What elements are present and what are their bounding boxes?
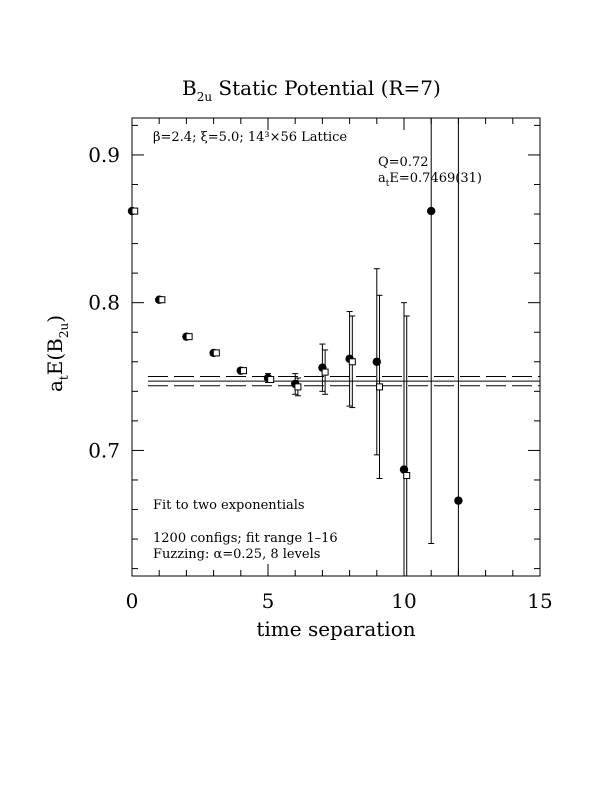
x-tick-label: 0 [126, 589, 139, 613]
data-point-square [131, 207, 139, 215]
y-axis-label: atE(B2u) [43, 315, 71, 392]
x-tick-label: 10 [391, 589, 416, 613]
tick-labels: 0 5 10 15 0.7 0.8 0.9 [88, 143, 553, 613]
y-tick-label: 0.9 [88, 143, 120, 167]
data-point-circle [427, 206, 436, 216]
data-point-square [267, 376, 275, 384]
data-point-circle [454, 496, 463, 505]
chart-title: B2u Static Potential (R=7) [182, 76, 441, 104]
data-marks [127, 118, 463, 576]
x-axis-label: time separation [256, 617, 415, 641]
data-point-square [240, 367, 248, 375]
plot-frame [131, 117, 541, 577]
configs-annotation: 1200 configs; fit range 1–16 [153, 531, 338, 546]
fuzzing-annotation: Fuzzing: α=0.25, 8 levels [153, 547, 320, 562]
data-point-circle [399, 465, 409, 474]
data-point-square [185, 333, 193, 341]
data-point-square [376, 383, 384, 391]
data-point-square [321, 368, 329, 376]
data-point-square [403, 472, 411, 480]
y-tick-label: 0.8 [88, 291, 120, 315]
fit-band [148, 376, 540, 387]
data-point-square [158, 296, 166, 304]
q-annotation: Q=0.72 [378, 155, 429, 170]
x-tick-label: 15 [527, 589, 552, 613]
data-point-square [294, 383, 302, 391]
y-tick-label: 0.7 [88, 438, 120, 462]
data-point-square [212, 349, 220, 357]
data-point-square [348, 358, 356, 366]
lattice-annotation: β=2.4; ξ=5.0; 14³×56 Lattice [153, 130, 347, 145]
x-tick-label: 5 [262, 589, 275, 613]
fit-description: Fit to two exponentials [153, 498, 305, 513]
data-point-circle [372, 357, 381, 366]
